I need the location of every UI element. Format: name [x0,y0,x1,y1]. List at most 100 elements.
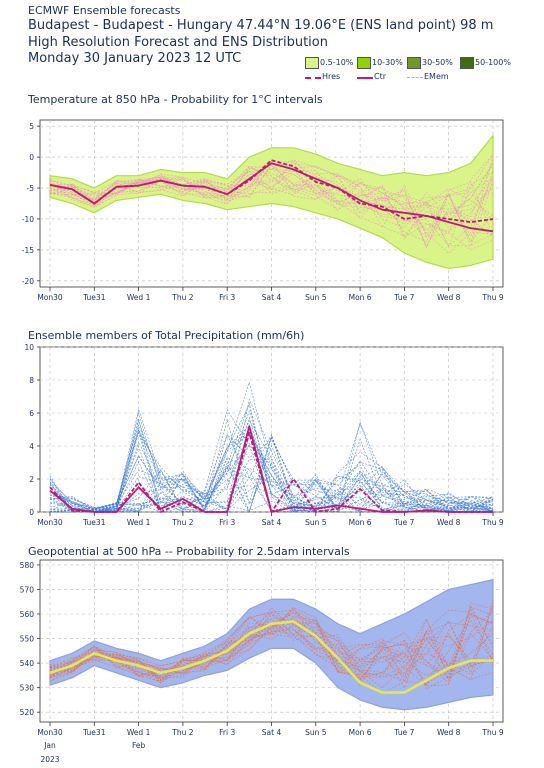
temp-member-line [49,169,494,210]
temp-member-line [49,170,494,223]
geopot-member-line [49,612,494,678]
geopot-member-line [49,605,494,685]
geopot-member-line [49,634,494,678]
precip-xtick-label: Wed 1 [127,518,151,527]
precip-member-line [49,431,494,513]
temp-xtick-label: Wed 8 [437,293,461,302]
geopot-xtick-label: Tue 7 [393,728,414,737]
geopot-xtick-label: Thu 2 [171,728,193,737]
geopot-xtick-label: Fri 3 [219,728,235,737]
precip-xtick-label: Sat 4 [262,518,282,527]
geopot-member-line [49,616,494,680]
geopot-xtick-label: Tue31 [82,728,106,737]
precip-chart-title: Ensemble members of Total Precipitation … [28,329,305,342]
precip-ytick-label: 6 [29,409,34,418]
precip-xtick-label: Tue 7 [393,518,414,527]
precip-xtick-label: Tue31 [82,518,106,527]
precip-member-line [49,402,494,513]
temp-xtick-label: Thu 2 [171,293,193,302]
header-date: Monday 30 January 2023 12 UTC [28,51,242,66]
temp-ytick-label: -20 [22,277,34,286]
precip-member-line [49,455,493,513]
precip-member-line [49,381,494,513]
geopot-member-line [49,629,494,690]
geopot-xtick-label: Sat 4 [262,728,282,737]
geopot-ytick-label: 550 [20,635,35,644]
header-subtitle: High Resolution Forecast and ENS Distrib… [28,35,328,50]
temp-xtick-label: Wed 1 [127,293,151,302]
temp-ytick-label: -15 [22,246,34,255]
precip-xtick-label: Mon30 [37,518,63,527]
precip-ytick-label: 2 [29,475,34,484]
temp-member-line [49,154,494,248]
precip-member-line [49,437,494,513]
precip-xtick-label: Fri 3 [219,518,235,527]
temp-chart-title: Temperature at 850 hPa - Probability for… [28,93,323,106]
temp-member-line [49,164,494,238]
legend-emem-line [407,77,423,78]
geopot-xtick-label: Wed 1 [127,728,151,737]
xaxis-month-jan: Jan [43,741,56,750]
geopot-xtick-label: Wed 8 [437,728,461,737]
legend-label-3: 50-100% [475,58,511,67]
legend-swatch-1 [357,57,371,69]
temp-xtick-label: Mon30 [37,293,63,302]
temp-member-line [49,166,494,246]
precip-member-line [49,432,494,513]
geopot-member-line [49,619,494,685]
precip-member-line [49,423,494,513]
geopot-xtick-label: Thu 9 [481,728,503,737]
xaxis-month-feb: Feb [132,741,146,750]
legend-ctr-label: Ctr [374,72,387,81]
geopot-chart-title: Geopotential at 500 hPa -- Probability f… [28,545,350,558]
temp-xtick-label: Fri 3 [219,293,235,302]
temp-xtick-label: Tue 7 [393,293,414,302]
geopot-ytick-label: 560 [20,610,35,619]
precip-ytick-label: 4 [29,442,34,451]
temp-ytick-label: 0 [29,153,34,162]
geopot-ytick-label: 570 [20,585,35,594]
precip-xtick-label: Wed 8 [437,518,461,527]
precip-ytick-label: 10 [24,343,34,352]
temp-xtick-label: Sun 5 [305,293,327,302]
precip-member-line [49,403,494,513]
legend-swatch-2 [407,57,421,69]
geopot-member-line [49,611,494,678]
geopot-xtick-label: Sun 5 [305,728,327,737]
precip-member-line [49,408,494,513]
temp-member-line [49,166,494,243]
legend-emem-label: EMem [424,72,449,81]
precip-member-line [49,435,494,513]
geopot-xtick-label: Mon 6 [349,728,372,737]
precip-series-ctr [49,425,493,513]
geopot-ytick-label: 530 [20,684,35,693]
precip-member-line [49,434,494,512]
temp-ytick-label: 5 [29,122,34,131]
temp-member-line [49,154,494,238]
temp-xtick-label: Mon 6 [349,293,372,302]
temp-series-ctr [49,162,494,233]
legend-swatch-3 [460,57,474,69]
temp-member-line [49,160,494,247]
xaxis-year: 2023 [40,755,59,764]
precip-xtick-label: Mon 6 [349,518,372,527]
legend-ctr-line [357,77,373,79]
precip-xtick-label: Sun 5 [305,518,327,527]
precip-xtick-label: Thu 2 [171,518,193,527]
legend-hres-label: Hres [322,72,341,81]
precip-ytick-label: 0 [29,508,34,517]
legend-swatch-0 [305,57,319,69]
temp-probability-band [49,134,494,270]
legend-label-1: 10-30% [372,58,403,67]
temp-ytick-label: -5 [27,184,35,193]
geopot-member-line [49,612,494,680]
temp-ytick-label: -10 [22,215,34,224]
precip-member-line [49,398,494,513]
temp-member-line [49,173,494,248]
temp-member-line [49,160,494,248]
temp-member-line [49,162,494,225]
precip-member-line [49,428,494,513]
header-producer: ECMWF Ensemble forecasts [28,4,181,17]
geopot-series-ctr [49,620,493,694]
